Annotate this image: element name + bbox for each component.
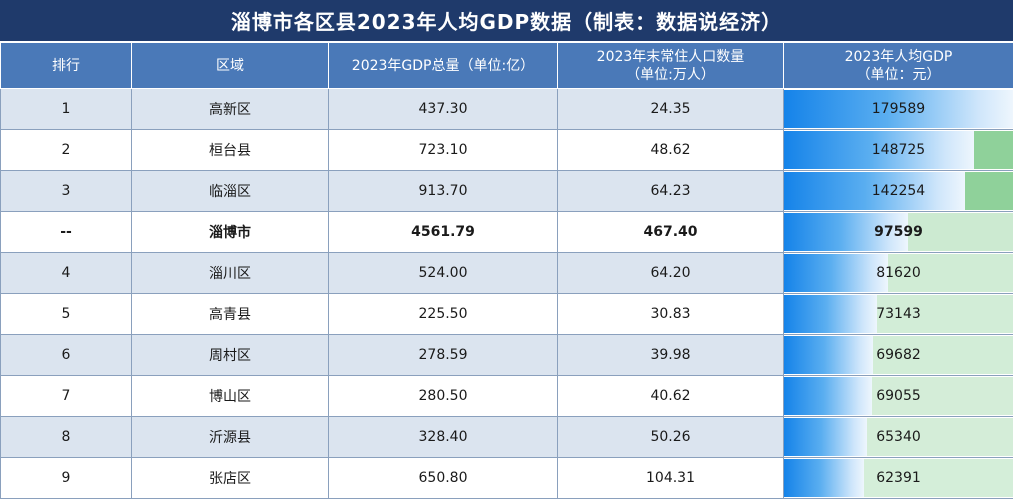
per-capita-bar [784,90,1013,128]
gdp-cell: 280.50 [328,375,558,417]
per-capita-cell: 179589 [783,88,1013,130]
rank-cell: 6 [0,334,132,376]
per-capita-cell: 148725 [783,129,1013,171]
rank-cell: 7 [0,375,132,417]
table-row: 4 淄川区 524.00 64.20 81620 [0,252,1013,294]
table-row-total: -- 淄博市 4561.79 467.40 97599 [0,211,1013,253]
rank-cell: 2 [0,129,132,171]
table-row: 2 桓台县 723.10 48.62 148725 [0,129,1013,171]
table-row: 8 沂源县 328.40 50.26 65340 [0,416,1013,458]
rank-cell: 1 [0,88,132,130]
per-capita-bar [784,377,873,415]
gdp-cell: 437.30 [328,88,558,130]
region-cell: 沂源县 [131,416,329,458]
per-capita-bar [784,295,878,333]
gdp-cell: 225.50 [328,293,558,335]
per-capita-cell: 69055 [783,375,1013,417]
per-capita-value: 81620 [876,265,921,281]
table-body: 1 高新区 437.30 24.35 179589 2 桓台县 723.10 48.62 1487… [0,88,1013,499]
per-capita-remainder-bar [965,172,1013,210]
gdp-cell: 4561.79 [328,211,558,253]
per-capita-cell: 69682 [783,334,1013,376]
per-capita-cell: 65340 [783,416,1013,458]
header-population: 2023年末常住人口数量 （单位:万人） [557,42,784,89]
header-gdp: 2023年GDP总量（单位:亿） [328,42,558,89]
per-capita-bar [784,213,909,251]
population-cell: 24.35 [557,88,784,130]
per-capita-cell: 81620 [783,252,1013,294]
per-capita-remainder-bar [877,295,1013,333]
per-capita-remainder-bar [973,131,1013,169]
per-capita-remainder-bar [872,336,1013,374]
per-capita-cell: 97599 [783,211,1013,253]
gdp-cell: 650.80 [328,457,558,499]
table-title: 淄博市各区县2023年人均GDP数据（制表：数据说经济） [0,0,1013,42]
header-region: 区域 [131,42,329,89]
gdp-table: 排行 区域 2023年GDP总量（单位:亿） 2023年末常住人口数量 （单位:… [0,42,1013,499]
gdp-cell: 278.59 [328,334,558,376]
population-cell: 48.62 [557,129,784,171]
rank-cell: 4 [0,252,132,294]
per-capita-remainder-bar [908,213,1013,251]
table-row: 5 高青县 225.50 30.83 73143 [0,293,1013,335]
region-cell: 临淄区 [131,170,329,212]
per-capita-value: 65340 [876,429,921,445]
region-cell: 张店区 [131,457,329,499]
per-capita-bar [784,336,873,374]
per-capita-bar [784,459,864,497]
rank-cell: -- [0,211,132,253]
population-cell: 50.26 [557,416,784,458]
population-cell: 30.83 [557,293,784,335]
per-capita-value: 73143 [876,306,921,322]
header-row: 排行 区域 2023年GDP总量（单位:亿） 2023年末常住人口数量 （单位:… [0,42,1013,89]
rank-cell: 8 [0,416,132,458]
region-cell: 淄博市 [131,211,329,253]
region-cell: 高青县 [131,293,329,335]
per-capita-value: 69055 [876,388,921,404]
table-row: 9 张店区 650.80 104.31 62391 [0,457,1013,499]
population-cell: 104.31 [557,457,784,499]
population-cell: 467.40 [557,211,784,253]
per-capita-value: 148725 [871,142,926,158]
per-capita-bar [784,254,889,292]
table-row: 3 临淄区 913.70 64.23 142254 [0,170,1013,212]
gdp-cell: 328.40 [328,416,558,458]
rank-cell: 3 [0,170,132,212]
per-capita-remainder-bar [867,418,1013,456]
per-capita-bar [784,418,868,456]
table-row: 7 博山区 280.50 40.62 69055 [0,375,1013,417]
table-row: 6 周村区 278.59 39.98 69682 [0,334,1013,376]
header-rank: 排行 [0,42,132,89]
per-capita-value: 179589 [871,101,926,117]
per-capita-cell: 73143 [783,293,1013,335]
per-capita-value: 142254 [871,183,926,199]
gdp-cell: 723.10 [328,129,558,171]
population-cell: 64.20 [557,252,784,294]
per-capita-value: 69682 [876,347,921,363]
per-capita-remainder-bar [872,377,1013,415]
per-capita-value: 62391 [876,470,921,486]
per-capita-remainder-bar [863,459,1013,497]
gdp-cell: 913.70 [328,170,558,212]
region-cell: 周村区 [131,334,329,376]
population-cell: 64.23 [557,170,784,212]
region-cell: 桓台县 [131,129,329,171]
region-cell: 博山区 [131,375,329,417]
rank-cell: 9 [0,457,132,499]
region-cell: 高新区 [131,88,329,130]
population-cell: 40.62 [557,375,784,417]
header-per-capita-gdp: 2023年人均GDP （单位：元） [783,42,1013,89]
per-capita-bar [784,131,974,169]
gdp-cell: 524.00 [328,252,558,294]
table-row: 1 高新区 437.30 24.35 179589 [0,88,1013,130]
rank-cell: 5 [0,293,132,335]
population-cell: 39.98 [557,334,784,376]
per-capita-cell: 142254 [783,170,1013,212]
per-capita-remainder-bar [888,254,1013,292]
per-capita-value: 97599 [874,224,923,240]
per-capita-bar [784,172,966,210]
region-cell: 淄川区 [131,252,329,294]
per-capita-cell: 62391 [783,457,1013,499]
